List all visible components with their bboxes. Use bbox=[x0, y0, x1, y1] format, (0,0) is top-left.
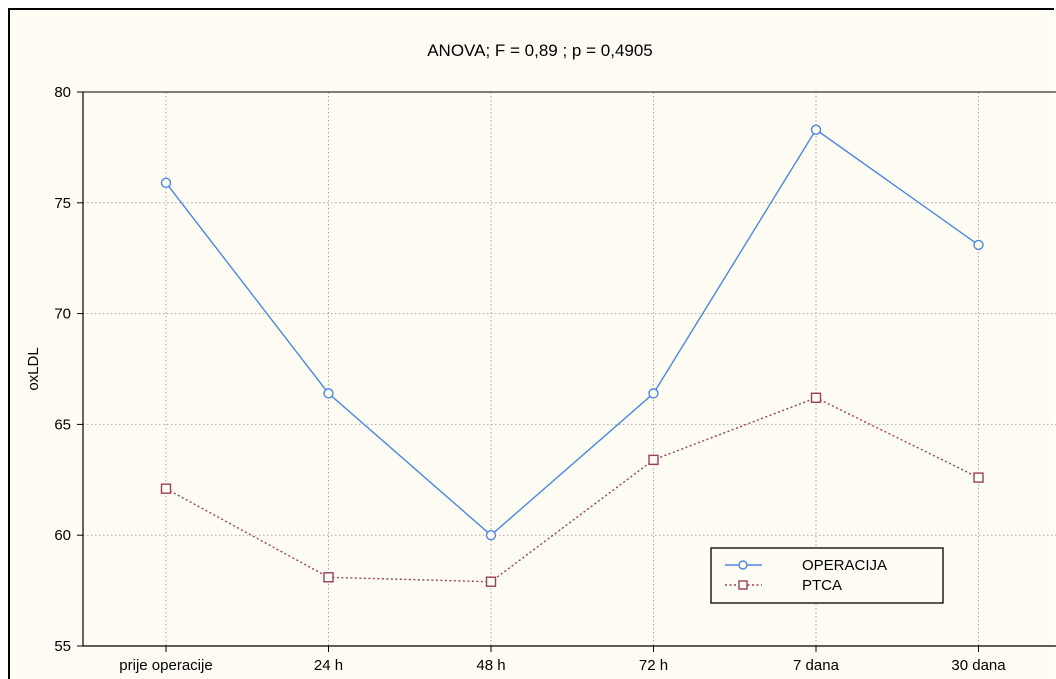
ticks-layer: 55 60 65 70 75 80 prije operacije 24 h 48 h 72 h 7… bbox=[54, 84, 1006, 674]
data-point-ptca bbox=[160, 483, 172, 494]
legend-label-operacija: OPERACIJA bbox=[802, 557, 887, 574]
legend-marker-ptca bbox=[738, 580, 748, 590]
y-axis-label: oxLDL bbox=[25, 347, 42, 390]
x-tick-label: 7 dana bbox=[793, 657, 840, 674]
y-tick-label: 75 bbox=[54, 195, 71, 212]
data-point-ptca bbox=[648, 454, 659, 466]
data-point-ptca bbox=[810, 392, 822, 404]
series-line-operacija bbox=[165, 128, 979, 537]
x-tick-label: 48 h bbox=[476, 657, 505, 674]
y-tick-label: 70 bbox=[54, 306, 71, 323]
legend-marker-operacija bbox=[738, 560, 748, 570]
data-point-operacija bbox=[485, 530, 497, 541]
data-point-ptca bbox=[973, 472, 984, 483]
data-point-ptca bbox=[485, 576, 497, 587]
data-point-ptca bbox=[323, 572, 334, 583]
data-point-operacija bbox=[160, 177, 172, 189]
legend-label-ptca: PTCA bbox=[802, 577, 842, 594]
x-tick-label: prije operacije bbox=[119, 657, 212, 674]
legend-box bbox=[710, 547, 944, 604]
data-point-operacija bbox=[973, 239, 984, 251]
series-layer bbox=[160, 124, 984, 587]
legend: OPERACIJA PTCA bbox=[710, 547, 944, 604]
series-line-ptca bbox=[165, 397, 979, 583]
x-tick-label: 72 h bbox=[639, 657, 668, 674]
axes-layer bbox=[82, 91, 1056, 647]
x-tick-label: 30 dana bbox=[951, 657, 1006, 674]
data-point-operacija bbox=[810, 124, 822, 135]
x-tick-label: 24 h bbox=[314, 657, 343, 674]
data-point-operacija bbox=[648, 388, 659, 399]
chart-title: ANOVA; F = 0,89 ; p = 0,4905 bbox=[427, 41, 653, 60]
y-tick-label: 80 bbox=[54, 84, 71, 101]
y-tick-label: 65 bbox=[54, 416, 71, 433]
y-tick-label: 55 bbox=[54, 638, 71, 655]
data-point-operacija bbox=[323, 388, 334, 399]
y-tick-label: 60 bbox=[54, 527, 71, 544]
